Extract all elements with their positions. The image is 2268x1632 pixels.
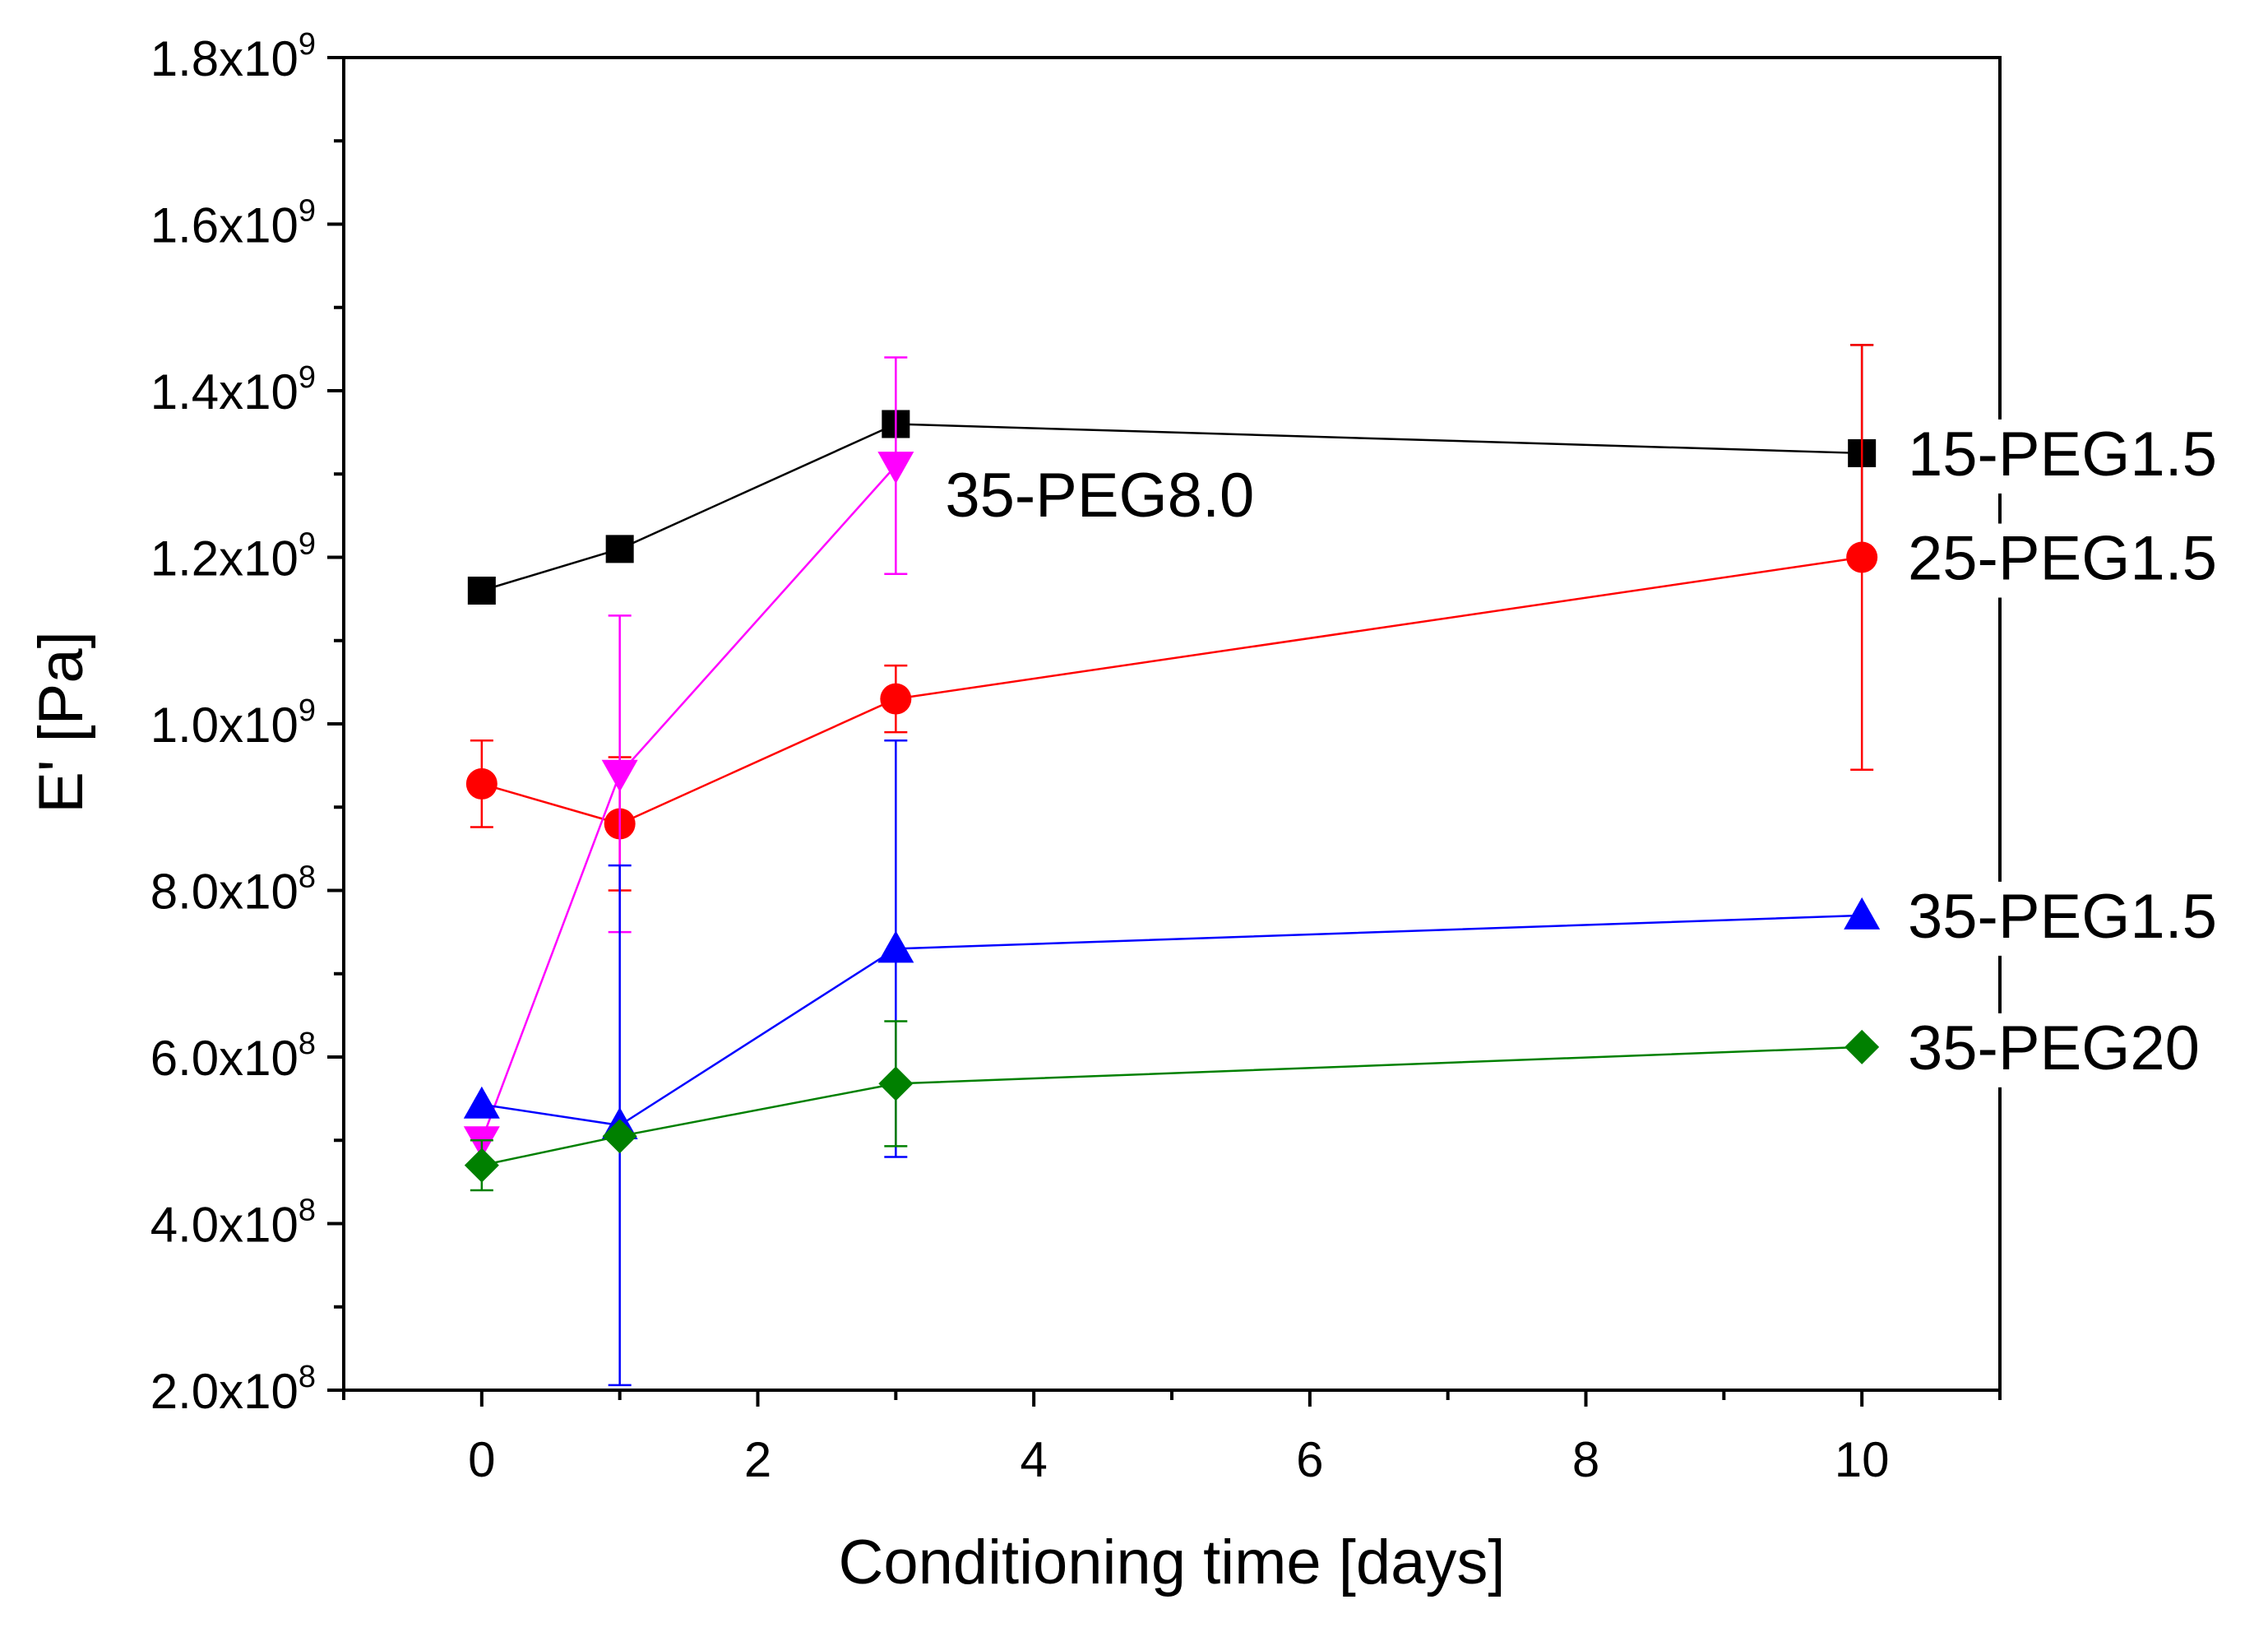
y-tick-exponent: 8 bbox=[299, 860, 316, 895]
y-tick-exponent: 8 bbox=[299, 1027, 316, 1061]
y-tick-mantissa: 4.0x10 bbox=[150, 1198, 299, 1253]
y-tick-exponent: 8 bbox=[299, 1360, 316, 1394]
y-tick-mantissa: 1.0x10 bbox=[150, 698, 299, 753]
y-tick-label: 1.4x109 bbox=[150, 360, 316, 420]
y-axis-title: E' [Pa] bbox=[26, 631, 96, 814]
y-tick-mantissa: 1.8x10 bbox=[150, 31, 299, 86]
x-tick-label: 4 bbox=[1020, 1432, 1047, 1487]
x-axis-title: Conditioning time [days] bbox=[838, 1528, 1505, 1597]
y-tick-mantissa: 6.0x10 bbox=[150, 1031, 299, 1086]
data-point bbox=[1846, 541, 1878, 573]
y-tick-mantissa: 1.6x10 bbox=[150, 198, 299, 253]
series-label: 35-PEG8.0 bbox=[945, 461, 1254, 531]
y-tick-mantissa: 2.0x10 bbox=[150, 1364, 299, 1419]
y-tick-label: 1.6x109 bbox=[150, 194, 316, 253]
y-tick-label: 6.0x108 bbox=[150, 1027, 316, 1086]
data-point bbox=[601, 759, 638, 792]
y-tick-mantissa: 8.0x10 bbox=[150, 865, 299, 920]
x-tick-label: 2 bbox=[744, 1432, 771, 1487]
series-layer bbox=[463, 344, 1881, 1387]
y-tick-mantissa: 1.4x10 bbox=[150, 364, 299, 420]
series-line bbox=[481, 914, 1863, 1127]
series-label: 35-PEG20 bbox=[1908, 1013, 2200, 1083]
data-point bbox=[877, 930, 914, 963]
series-line bbox=[481, 556, 1863, 825]
data-point bbox=[880, 683, 912, 715]
data-point bbox=[464, 1148, 499, 1183]
y-tick-exponent: 9 bbox=[299, 27, 316, 62]
series-label: 15-PEG1.5 bbox=[1908, 420, 2217, 489]
series-labels: 15-PEG1.5 25-PEG1.5 35-PEG8.0 35-PEG1.5 35-P… bbox=[945, 419, 2229, 1087]
series-35-peg20 bbox=[464, 1020, 1880, 1192]
y-axis-ticks: 2.0x1084.0x1086.0x1088.0x1081.0x1091.2x1… bbox=[150, 27, 344, 1419]
data-point bbox=[1844, 897, 1881, 930]
y-tick-mantissa: 1.2x10 bbox=[150, 531, 299, 586]
series-label-background bbox=[1898, 1013, 2194, 1087]
y-tick-label: 8.0x108 bbox=[150, 860, 316, 920]
x-axis-ticks: 0 2 4 6 8 10 bbox=[342, 1390, 2002, 1487]
series-line bbox=[481, 423, 1863, 592]
series-25-peg1-5 bbox=[465, 344, 1878, 892]
y-tick-exponent: 9 bbox=[299, 693, 316, 728]
data-point bbox=[463, 1086, 500, 1119]
data-point bbox=[877, 452, 914, 484]
data-point bbox=[465, 767, 498, 800]
y-tick-label: 1.8x109 bbox=[150, 27, 316, 86]
series-label: 25-PEG1.5 bbox=[1908, 524, 2217, 594]
y-tick-label: 1.2x109 bbox=[150, 527, 316, 586]
data-point bbox=[1844, 1029, 1880, 1064]
series-label: 35-PEG1.5 bbox=[1908, 882, 2217, 952]
x-tick-label: 10 bbox=[1835, 1432, 1890, 1487]
y-tick-exponent: 9 bbox=[299, 194, 316, 229]
series-label-background bbox=[1898, 523, 2229, 598]
data-point bbox=[602, 1119, 637, 1154]
data-point bbox=[878, 1066, 914, 1101]
series-line bbox=[481, 1046, 1863, 1166]
data-point bbox=[605, 535, 634, 563]
y-tick-label: 1.0x109 bbox=[150, 693, 316, 753]
y-tick-exponent: 9 bbox=[299, 527, 316, 562]
series-label-background bbox=[1898, 419, 2229, 494]
y-tick-label: 2.0x108 bbox=[150, 1360, 316, 1419]
x-tick-label: 8 bbox=[1572, 1432, 1599, 1487]
x-tick-label: 0 bbox=[468, 1432, 495, 1487]
data-point bbox=[467, 577, 496, 605]
y-tick-exponent: 8 bbox=[299, 1194, 316, 1228]
series-35-peg8-0 bbox=[463, 356, 914, 1159]
y-tick-exponent: 9 bbox=[299, 360, 316, 395]
x-tick-label: 6 bbox=[1296, 1432, 1323, 1487]
y-tick-label: 4.0x108 bbox=[150, 1194, 316, 1253]
series-label-background bbox=[1898, 881, 2229, 956]
